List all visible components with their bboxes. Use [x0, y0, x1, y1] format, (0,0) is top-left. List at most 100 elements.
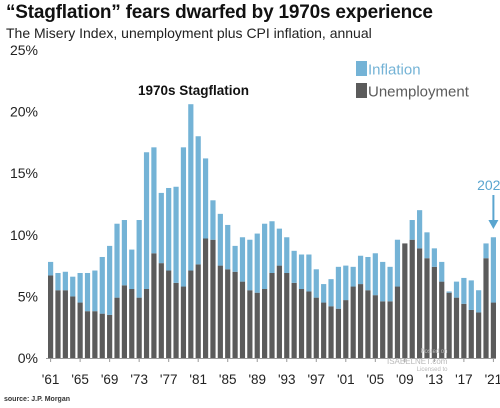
y-tick-label: 0% — [18, 350, 38, 366]
bar-unemployment — [62, 290, 68, 358]
x-tick-label: '61 — [42, 372, 60, 387]
bar-unemployment — [483, 258, 489, 358]
legend-swatch-inflation — [356, 61, 367, 76]
bar-unemployment — [476, 312, 482, 358]
bar-unemployment — [158, 263, 164, 358]
bar-inflation — [269, 221, 275, 273]
bar-inflation — [380, 261, 386, 302]
x-tick-label: '97 — [307, 372, 325, 387]
bar-inflation — [158, 192, 164, 264]
bar-unemployment — [417, 248, 423, 358]
bar-inflation — [48, 261, 54, 276]
bar-inflation — [453, 281, 460, 298]
watermark-line2: ISABELNET.com — [387, 357, 448, 366]
y-tick-label: 25% — [10, 42, 38, 58]
bar-inflation — [313, 269, 319, 298]
bar-inflation — [195, 136, 201, 265]
bar-unemployment — [446, 292, 452, 358]
y-axis: 0% 5% 10% 15% 20% 25% — [10, 42, 38, 366]
bar-unemployment — [77, 302, 83, 358]
y-tick-label: 20% — [10, 104, 38, 120]
bar-unemployment — [136, 297, 142, 358]
x-tick-label: '09 — [396, 372, 414, 387]
bar-inflation — [151, 147, 157, 254]
legend-swatch-unemployment — [356, 83, 367, 98]
y-tick-label: 15% — [10, 165, 38, 181]
bar-inflation — [365, 256, 371, 291]
bar-inflation — [225, 224, 231, 270]
bar-inflation — [143, 152, 150, 290]
bar-unemployment — [468, 309, 474, 358]
chart-title: “Stagflation” fears dwarfed by 1970s exp… — [6, 2, 433, 23]
annotation-arrow-head — [488, 220, 499, 229]
bar-inflation — [409, 220, 415, 240]
bar-inflation — [84, 272, 91, 312]
bar-unemployment — [188, 270, 194, 358]
x-tick-label: '73 — [130, 372, 148, 387]
bar-inflation — [357, 255, 364, 285]
bar-inflation — [446, 291, 452, 293]
bar-unemployment — [380, 301, 386, 358]
bar-unemployment — [461, 303, 467, 358]
x-tick-label: '05 — [367, 372, 385, 387]
bar-unemployment — [232, 271, 238, 358]
bar-unemployment — [424, 258, 430, 358]
bar-unemployment — [99, 313, 105, 358]
bar-inflation — [468, 280, 474, 310]
watermark: Posted on ISABELNET.com Licensed to — [387, 348, 447, 375]
bar-inflation — [254, 233, 260, 293]
bar-inflation — [136, 220, 142, 298]
bar-unemployment — [143, 289, 150, 358]
bars-group — [48, 104, 496, 358]
bar-unemployment — [84, 311, 91, 358]
bar-inflation — [291, 250, 297, 283]
bar-unemployment — [225, 269, 231, 358]
bar-unemployment — [276, 265, 282, 358]
bar-unemployment — [291, 282, 297, 358]
x-tick-label: '81 — [189, 372, 207, 387]
y-tick-label: 5% — [18, 288, 38, 304]
watermark-line1: Posted on — [420, 349, 448, 355]
bar-inflation — [202, 158, 209, 239]
legend: Inflation Unemployment — [356, 61, 470, 101]
annotation-1970s-stagflation: 1970s Stagflation — [138, 83, 249, 98]
bar-inflation — [107, 245, 113, 315]
bar-inflation — [166, 187, 172, 271]
bar-inflation — [284, 237, 290, 273]
bar-inflation — [483, 243, 489, 259]
x-tick-label: '85 — [219, 372, 237, 387]
bar-unemployment — [490, 302, 496, 358]
bar-unemployment — [284, 272, 290, 358]
bar-inflation — [188, 104, 194, 271]
bar-unemployment — [114, 297, 120, 358]
x-tick-label: '13 — [426, 372, 444, 387]
bar-unemployment — [409, 239, 415, 358]
x-tick-label: '89 — [248, 372, 266, 387]
bar-unemployment — [254, 292, 260, 358]
bar-unemployment — [210, 239, 216, 358]
bar-inflation — [394, 239, 401, 287]
watermark-line3: Licensed to — [416, 367, 448, 373]
bar-inflation — [321, 284, 327, 303]
bar-unemployment — [48, 275, 54, 358]
bar-inflation — [461, 277, 467, 304]
chart-subtitle: The Misery Index, unemployment plus CPI … — [6, 25, 372, 41]
bar-unemployment — [365, 290, 371, 358]
bar-unemployment — [202, 238, 209, 358]
bar-unemployment — [328, 306, 334, 358]
bar-inflation — [476, 290, 482, 313]
bar-inflation — [424, 232, 430, 259]
bar-inflation — [114, 223, 120, 298]
bar-inflation — [70, 276, 76, 297]
bar-inflation — [232, 245, 238, 272]
bar-unemployment — [247, 290, 253, 358]
bar-inflation — [343, 265, 349, 301]
bar-inflation — [490, 237, 496, 303]
x-tick-label: '21 — [485, 372, 500, 387]
x-axis: '61 '65 '69 '73 '77 '81 '85 '89 '93 '97 '01 '05 '09 '… — [42, 358, 500, 387]
bar-unemployment — [262, 289, 268, 358]
bar-unemployment — [180, 286, 187, 358]
bar-inflation — [173, 186, 179, 283]
bar-inflation — [276, 228, 282, 266]
